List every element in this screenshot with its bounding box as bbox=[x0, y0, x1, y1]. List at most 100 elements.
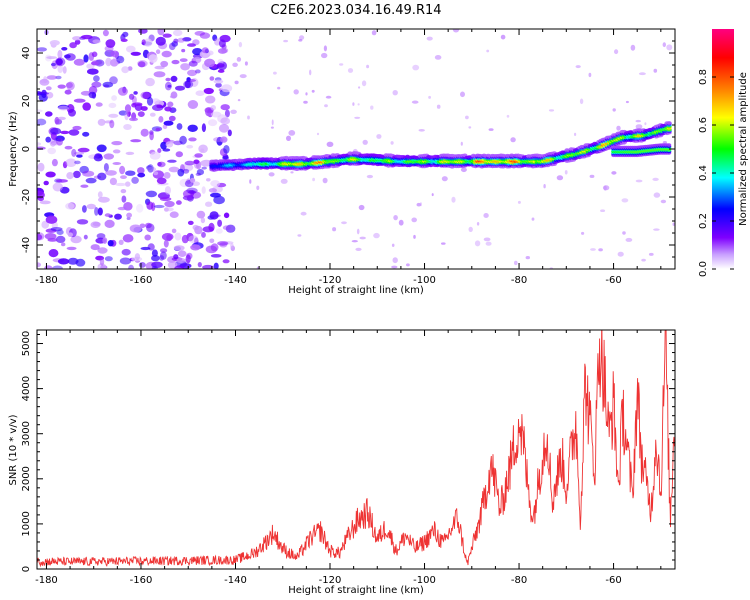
noise-cell bbox=[468, 226, 473, 232]
noise-cell bbox=[322, 177, 328, 184]
noise-cell bbox=[210, 180, 221, 187]
noise-cell bbox=[483, 237, 491, 242]
noise-cell bbox=[216, 63, 225, 68]
noise-cell bbox=[97, 247, 108, 254]
noise-cell bbox=[61, 47, 68, 51]
noise-cell bbox=[244, 61, 248, 66]
noise-cell bbox=[124, 104, 132, 113]
noise-cell bbox=[185, 254, 191, 264]
noise-cell bbox=[299, 35, 305, 40]
noise-cell bbox=[175, 85, 185, 91]
noise-cell bbox=[175, 151, 183, 158]
noise-cell bbox=[270, 126, 274, 129]
noise-cell bbox=[94, 207, 99, 216]
noise-cell bbox=[137, 167, 145, 174]
noise-cell bbox=[222, 225, 231, 230]
noise-cell bbox=[201, 186, 206, 194]
noise-cell bbox=[218, 39, 226, 48]
noise-cell bbox=[163, 239, 169, 248]
noise-cell bbox=[486, 49, 490, 53]
noise-cell bbox=[132, 102, 143, 106]
noise-cell bbox=[168, 115, 176, 122]
snr-panel: -180 -160 -140 -120 -100 -80 -60 0 1000 2000 3000 4… bbox=[8, 329, 676, 596]
noise-cell bbox=[68, 129, 80, 136]
noise-cell bbox=[316, 132, 320, 136]
noise-cell bbox=[428, 95, 431, 99]
noise-cell bbox=[137, 111, 145, 117]
noise-cell bbox=[370, 105, 374, 110]
noise-cell bbox=[45, 215, 58, 224]
y-tick-label: 1000 bbox=[21, 511, 32, 536]
noise-cell bbox=[223, 212, 230, 219]
noise-cell bbox=[137, 172, 146, 178]
y-tick-label: 5000 bbox=[21, 331, 32, 356]
noise-cell bbox=[283, 39, 288, 43]
y-tick-label: -20 bbox=[21, 189, 32, 205]
noise-cell bbox=[181, 234, 189, 244]
noise-cell bbox=[431, 193, 434, 197]
noise-cell bbox=[391, 265, 398, 269]
noise-cell bbox=[161, 233, 174, 241]
noise-cell bbox=[119, 165, 126, 175]
noise-cell bbox=[339, 63, 344, 66]
noise-cell bbox=[210, 243, 219, 252]
noise-cell bbox=[548, 109, 555, 112]
noise-cell bbox=[356, 228, 360, 235]
noise-cell bbox=[122, 234, 134, 243]
noise-cell bbox=[598, 248, 603, 252]
noise-cell bbox=[413, 234, 416, 239]
noise-cell bbox=[426, 36, 433, 41]
noise-cell bbox=[187, 43, 196, 47]
noise-cell bbox=[366, 64, 370, 69]
noise-cell bbox=[187, 124, 198, 132]
noise-cell bbox=[297, 234, 302, 237]
noise-cell bbox=[187, 79, 196, 82]
noise-cell bbox=[180, 63, 191, 71]
noise-cell bbox=[65, 158, 77, 167]
noise-cell bbox=[82, 102, 91, 111]
noise-cell bbox=[102, 237, 108, 244]
snr-xlabel: Height of straight line (km) bbox=[288, 585, 424, 596]
noise-cell bbox=[614, 49, 619, 55]
noise-cell bbox=[41, 220, 49, 229]
noise-cell bbox=[121, 248, 131, 256]
noise-cell bbox=[182, 168, 190, 174]
noise-cell bbox=[268, 172, 275, 177]
noise-cell bbox=[45, 171, 56, 178]
noise-cell bbox=[157, 148, 162, 154]
noise-cell bbox=[210, 254, 222, 258]
noise-cell bbox=[234, 80, 239, 85]
noise-cell bbox=[213, 79, 224, 84]
noise-cell bbox=[236, 57, 242, 62]
noise-cell bbox=[179, 135, 187, 145]
y-tick-label: 0 bbox=[21, 566, 32, 572]
noise-cell bbox=[176, 257, 186, 264]
noise-cell bbox=[305, 92, 308, 96]
noise-cell bbox=[147, 166, 157, 173]
noise-cell bbox=[120, 38, 128, 42]
noise-cell bbox=[68, 109, 76, 117]
noise-cell bbox=[298, 39, 303, 42]
noise-cell bbox=[517, 200, 521, 204]
noise-cell bbox=[213, 195, 225, 205]
noise-cell bbox=[165, 77, 171, 82]
noise-cell bbox=[218, 123, 230, 133]
noise-cell bbox=[164, 207, 169, 212]
noise-cell bbox=[162, 33, 172, 38]
noise-cell bbox=[140, 128, 149, 137]
noise-cell bbox=[149, 151, 161, 160]
noise-cell bbox=[167, 84, 172, 88]
noise-cell bbox=[660, 199, 667, 204]
noise-cell bbox=[476, 222, 480, 226]
x-tick-label: -180 bbox=[35, 575, 58, 586]
noise-cell bbox=[153, 71, 166, 78]
noise-cell bbox=[77, 147, 90, 153]
noise-cell bbox=[72, 36, 82, 41]
noise-cell bbox=[288, 130, 296, 136]
noise-cell bbox=[653, 228, 660, 231]
noise-cell bbox=[177, 250, 187, 257]
noise-cell bbox=[73, 98, 86, 103]
noise-cell bbox=[155, 127, 161, 132]
noise-cell bbox=[47, 147, 57, 155]
y-tick-label: 3000 bbox=[21, 421, 32, 446]
